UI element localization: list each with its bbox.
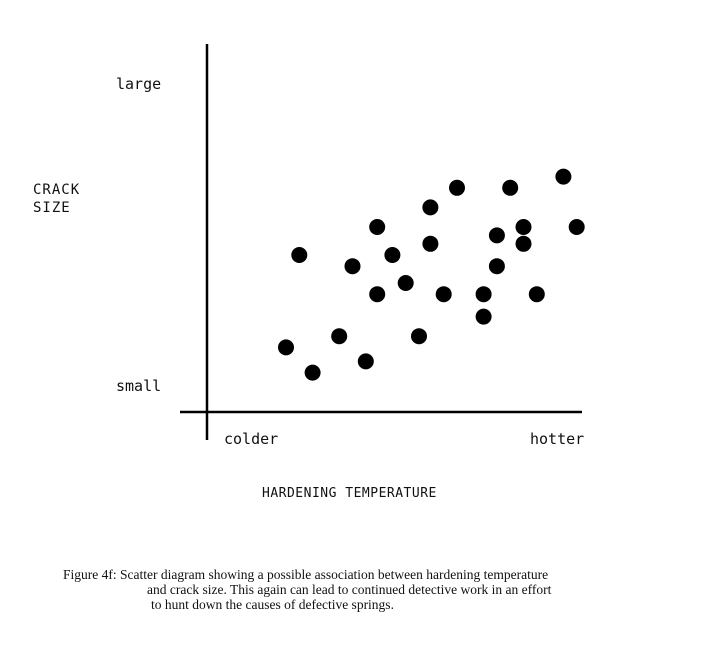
data-points — [278, 168, 585, 381]
data-point-8 — [369, 219, 386, 235]
data-point-18 — [488, 258, 505, 275]
caption-line-3: to hunt down the causes of defective spr… — [151, 597, 394, 612]
data-point-12 — [422, 235, 439, 252]
data-point-24 — [555, 168, 572, 185]
data-point-10 — [397, 275, 414, 291]
data-point-7 — [369, 286, 386, 303]
data-point-23 — [528, 286, 545, 303]
data-point-3 — [291, 247, 308, 263]
x-tick-label-hotter: hotter — [530, 430, 585, 448]
data-point-15 — [449, 179, 465, 196]
data-point-19 — [488, 227, 505, 244]
x-axis-title: HARDENING TEMPERATURE — [262, 486, 437, 501]
data-point-13 — [422, 199, 439, 216]
caption-line-2: and crack size. This again can lead to c… — [147, 582, 552, 597]
y-tick-label-large: large — [116, 75, 162, 93]
data-point-14 — [435, 286, 452, 303]
data-point-9 — [384, 247, 401, 263]
data-point-2 — [304, 364, 321, 381]
data-point-11 — [411, 328, 427, 345]
y-axis-label-line-1: CRACK — [33, 182, 81, 198]
caption-line-1: Figure 4f: Scatter diagram showing a pos… — [63, 567, 549, 582]
y-tick-label-small: small — [116, 377, 162, 395]
data-point-21 — [515, 235, 532, 252]
data-point-6 — [357, 353, 374, 370]
y-axis-label-line-2: SIZE — [33, 200, 71, 216]
data-point-5 — [344, 258, 361, 275]
data-point-16 — [475, 308, 492, 325]
data-point-25 — [568, 219, 585, 235]
data-point-17 — [475, 286, 492, 303]
data-point-20 — [502, 179, 519, 196]
data-point-1 — [278, 339, 294, 356]
data-point-4 — [331, 328, 348, 345]
figure-caption: Figure 4f: Scatter diagram showing a pos… — [63, 567, 551, 612]
x-tick-label-colder: colder — [224, 430, 279, 448]
data-point-22 — [515, 219, 532, 235]
